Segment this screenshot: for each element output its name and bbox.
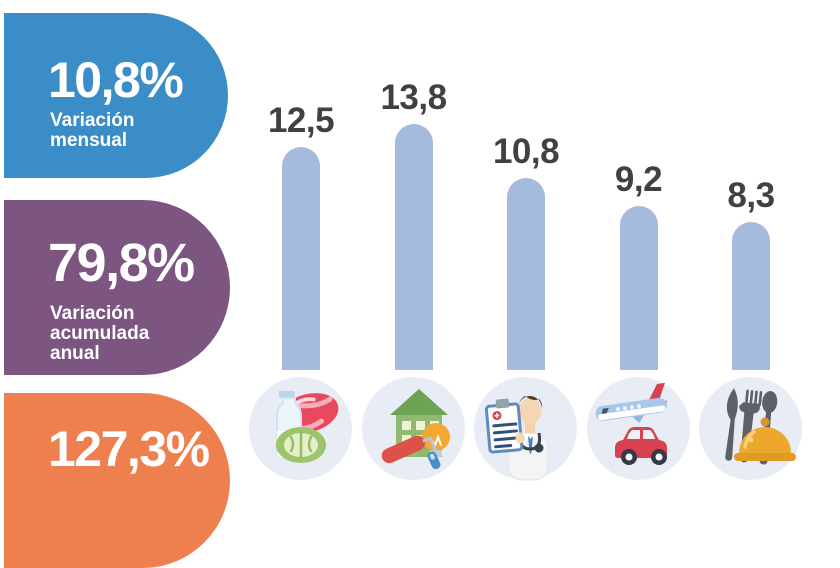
housing-icon-circle [362, 377, 465, 480]
food-icon [249, 377, 352, 480]
bar-housing [394, 124, 433, 370]
infographic: 10,8% Variación mensual 79,8% Variación … [4, 13, 802, 568]
bar-value-label-restaurants: 8,3 [727, 176, 775, 215]
housing-icon [362, 377, 465, 480]
monthly-variation-value: 10,8% [48, 52, 184, 108]
bar-transport [619, 206, 658, 370]
bar-health [507, 178, 545, 370]
bar-food [282, 147, 320, 370]
health-icon-circle [474, 377, 577, 481]
third-variation-value: 127,3% [48, 421, 210, 477]
bar-value-label-health: 10,8 [492, 132, 560, 171]
bar-restaurants [732, 222, 770, 370]
bar-value-label-food: 12,5 [267, 101, 335, 140]
restaurant-icon [699, 377, 802, 480]
transport-icon [587, 377, 690, 480]
stat-panel-monthly: 10,8% Variación mensual [4, 13, 228, 178]
bar-value-label-housing: 13,8 [380, 78, 447, 117]
health-icon [474, 377, 577, 481]
bar-value-label-transport: 9,2 [614, 160, 663, 199]
bar-chart: 12,5 13,8 10,8 9,2 8,3 [267, 78, 775, 370]
restaurant-icon-circle [699, 377, 802, 480]
accumulated-variation-value: 79,8% [48, 233, 195, 293]
stat-panel-accumulated: 79,8% Variación acumulada anual [4, 200, 230, 375]
monthly-variation-label: Variación mensual [50, 110, 135, 151]
food-icon-circle [249, 377, 352, 480]
transport-icon-circle [587, 377, 690, 480]
accumulated-variation-label: Variación acumulada anual [50, 303, 150, 364]
